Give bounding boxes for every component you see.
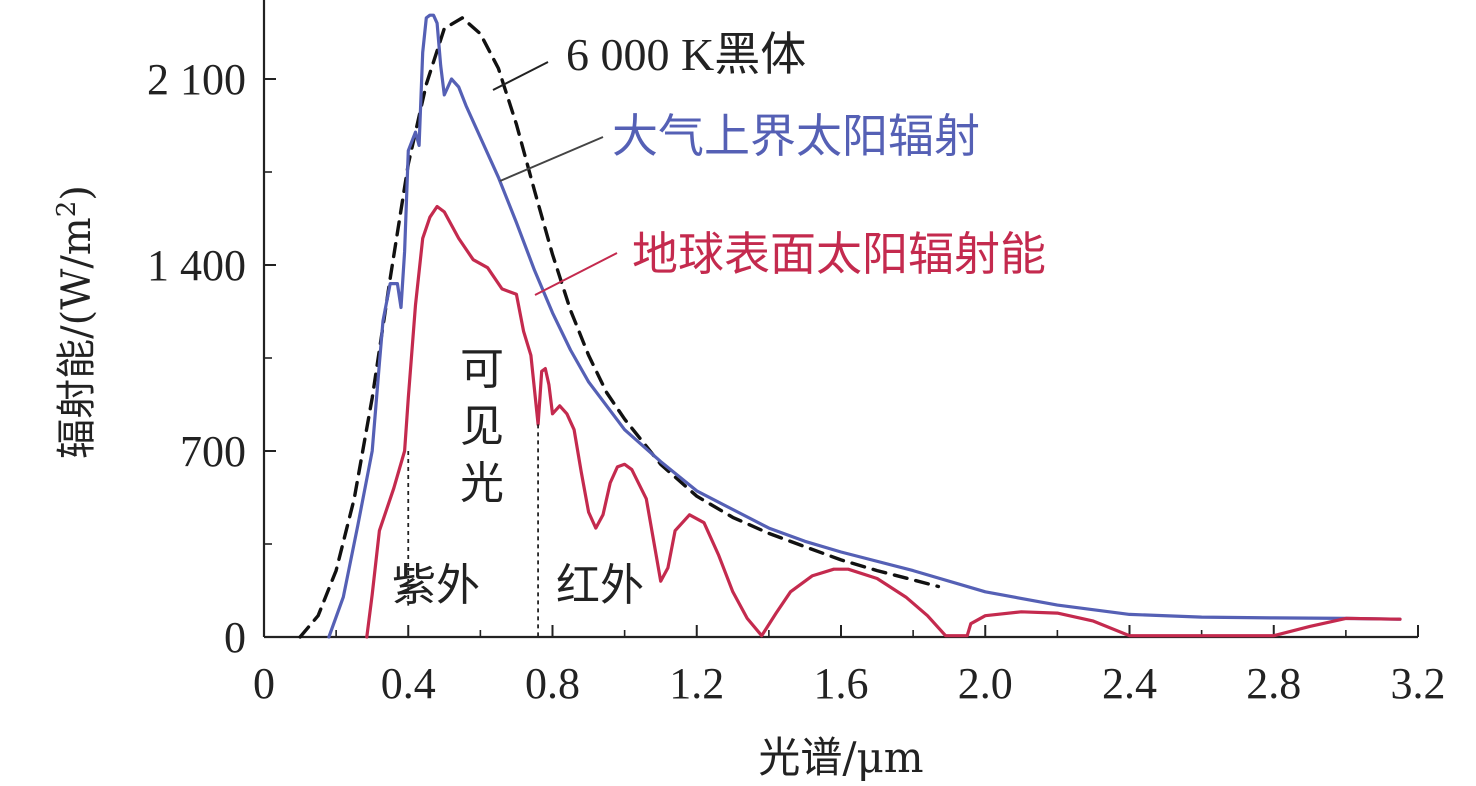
blackbody-leader-line: [492, 61, 549, 91]
x-tick-label: 1.2: [669, 659, 724, 708]
x-tick-label: 1.6: [814, 659, 869, 708]
surface-radiation-series-line: [365, 204, 1402, 639]
y-tick-label: 1 400: [147, 241, 246, 290]
y-tick-label: 700: [180, 427, 246, 476]
ultraviolet-label: 紫外: [392, 561, 480, 610]
x-tick-label: 2.8: [1246, 659, 1301, 708]
visible-light-label-char: 见: [460, 402, 504, 451]
toa-leader-line: [499, 136, 604, 182]
x-axis-title: 光谱/μm: [758, 733, 923, 782]
infrared-label: 红外: [556, 561, 644, 610]
x-tick-label: 0.8: [525, 659, 580, 708]
x-tick-label: 0.4: [381, 659, 436, 708]
visible-light-label-char: 光: [460, 459, 504, 508]
x-tick-label: 3.2: [1391, 659, 1446, 708]
y-tick-label: 2 100: [147, 55, 246, 104]
toa-label: 大气上界太阳辐射: [612, 111, 980, 162]
y-tick-label: 0: [224, 613, 246, 662]
surface-leader-line: [534, 252, 618, 296]
axes: 0 0.4 0.8 1.2 1.6 2.0 2.4 2.8 3.2 0 700 1 400 2 100 光…: [52, 0, 1446, 782]
y-axis-title: 辐射能/(W/m2): [52, 185, 100, 459]
x-tick-label: 2.0: [958, 659, 1013, 708]
blackbody-label: 6 000 K黑体: [566, 29, 806, 80]
visible-light-label-char: 可: [460, 345, 504, 394]
x-tick-label: 2.4: [1102, 659, 1157, 708]
series-layer: [298, 13, 1402, 639]
surface-label: 地球表面太阳辐射能: [632, 229, 1046, 280]
x-tick-label: 0: [253, 659, 275, 708]
toa-radiation-series-line: [327, 13, 1402, 639]
